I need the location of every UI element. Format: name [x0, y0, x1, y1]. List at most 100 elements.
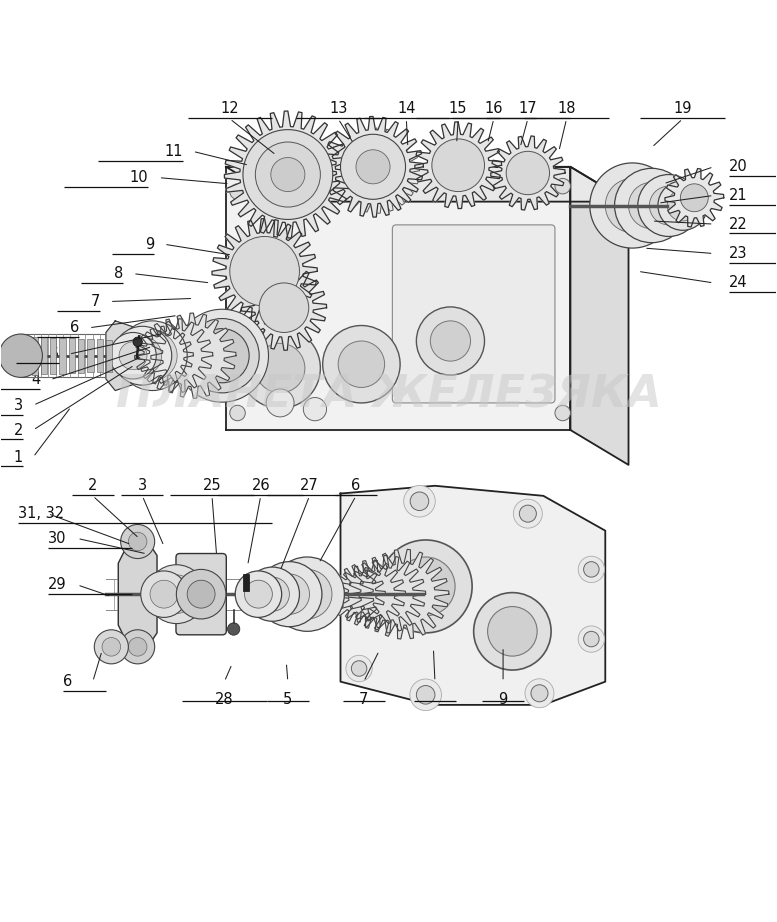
Text: 26: 26 — [252, 479, 270, 493]
Circle shape — [256, 142, 320, 207]
Circle shape — [578, 626, 605, 652]
Circle shape — [605, 179, 660, 232]
Circle shape — [322, 325, 400, 403]
Circle shape — [176, 309, 269, 402]
Polygon shape — [570, 167, 629, 465]
Polygon shape — [415, 122, 501, 208]
Bar — [60, 337, 65, 373]
Text: 30: 30 — [48, 531, 66, 546]
Text: 7: 7 — [90, 294, 99, 309]
Polygon shape — [134, 326, 193, 385]
Polygon shape — [337, 561, 406, 628]
Circle shape — [629, 183, 675, 229]
Text: 2: 2 — [14, 422, 23, 438]
Circle shape — [110, 333, 156, 379]
Text: 31, 32: 31, 32 — [19, 506, 64, 521]
Circle shape — [176, 570, 226, 619]
Bar — [51, 337, 57, 374]
Circle shape — [141, 571, 187, 618]
Text: 20: 20 — [729, 160, 748, 174]
Circle shape — [338, 341, 385, 387]
Text: 14: 14 — [397, 101, 416, 116]
Circle shape — [127, 331, 177, 381]
Polygon shape — [118, 544, 157, 644]
Circle shape — [102, 637, 120, 656]
Text: 17: 17 — [518, 101, 537, 116]
Circle shape — [519, 505, 536, 522]
Text: 6: 6 — [70, 320, 78, 336]
Circle shape — [270, 557, 344, 632]
Bar — [32, 337, 38, 374]
Circle shape — [117, 321, 187, 391]
Text: 2: 2 — [88, 479, 97, 493]
Circle shape — [230, 236, 299, 306]
Circle shape — [404, 486, 435, 517]
Text: 16: 16 — [485, 101, 503, 116]
Circle shape — [147, 565, 206, 623]
Circle shape — [157, 574, 196, 613]
Circle shape — [525, 679, 554, 708]
Circle shape — [474, 593, 551, 670]
Circle shape — [650, 186, 688, 225]
Circle shape — [555, 179, 570, 194]
Text: 12: 12 — [221, 101, 239, 116]
Circle shape — [658, 181, 708, 230]
Polygon shape — [106, 321, 138, 391]
Circle shape — [416, 307, 485, 375]
Circle shape — [128, 637, 147, 656]
Text: 28: 28 — [215, 692, 234, 707]
Circle shape — [230, 406, 246, 420]
Text: 1: 1 — [14, 450, 23, 465]
Polygon shape — [491, 136, 565, 210]
Text: 5: 5 — [50, 347, 59, 361]
Circle shape — [410, 679, 441, 711]
Circle shape — [410, 492, 429, 511]
Circle shape — [256, 343, 305, 393]
Bar — [68, 338, 75, 373]
Circle shape — [246, 567, 299, 621]
Circle shape — [667, 190, 699, 221]
Bar — [96, 339, 103, 372]
Text: 8: 8 — [113, 266, 123, 281]
Polygon shape — [212, 219, 317, 324]
Text: 3: 3 — [138, 479, 147, 493]
Circle shape — [396, 557, 455, 616]
Text: 13: 13 — [329, 101, 347, 116]
Circle shape — [488, 607, 537, 656]
Circle shape — [270, 574, 309, 614]
Text: 7: 7 — [359, 692, 368, 707]
Circle shape — [506, 151, 549, 195]
Circle shape — [150, 580, 178, 609]
Circle shape — [120, 630, 155, 664]
Circle shape — [638, 174, 700, 236]
Bar — [78, 338, 84, 372]
Circle shape — [681, 183, 709, 212]
Circle shape — [430, 321, 471, 361]
Polygon shape — [151, 313, 236, 398]
Text: 8: 8 — [430, 692, 440, 707]
Text: 9: 9 — [145, 237, 154, 252]
Bar — [243, 574, 249, 591]
Circle shape — [257, 561, 322, 627]
Text: 29: 29 — [48, 577, 67, 592]
Circle shape — [578, 556, 605, 583]
Circle shape — [228, 623, 240, 635]
Polygon shape — [242, 266, 326, 350]
Circle shape — [267, 389, 294, 417]
Circle shape — [119, 342, 147, 370]
Circle shape — [432, 139, 485, 192]
Text: 11: 11 — [164, 144, 183, 159]
Circle shape — [379, 540, 472, 632]
Circle shape — [94, 630, 128, 664]
Circle shape — [584, 632, 599, 647]
Circle shape — [351, 661, 367, 676]
Text: 18: 18 — [557, 101, 576, 116]
Text: 21: 21 — [729, 188, 747, 203]
Circle shape — [356, 149, 390, 183]
Circle shape — [256, 577, 289, 611]
Text: 4: 4 — [31, 372, 40, 387]
Circle shape — [346, 656, 372, 681]
Circle shape — [555, 406, 570, 420]
Polygon shape — [665, 169, 723, 227]
Circle shape — [590, 163, 675, 248]
